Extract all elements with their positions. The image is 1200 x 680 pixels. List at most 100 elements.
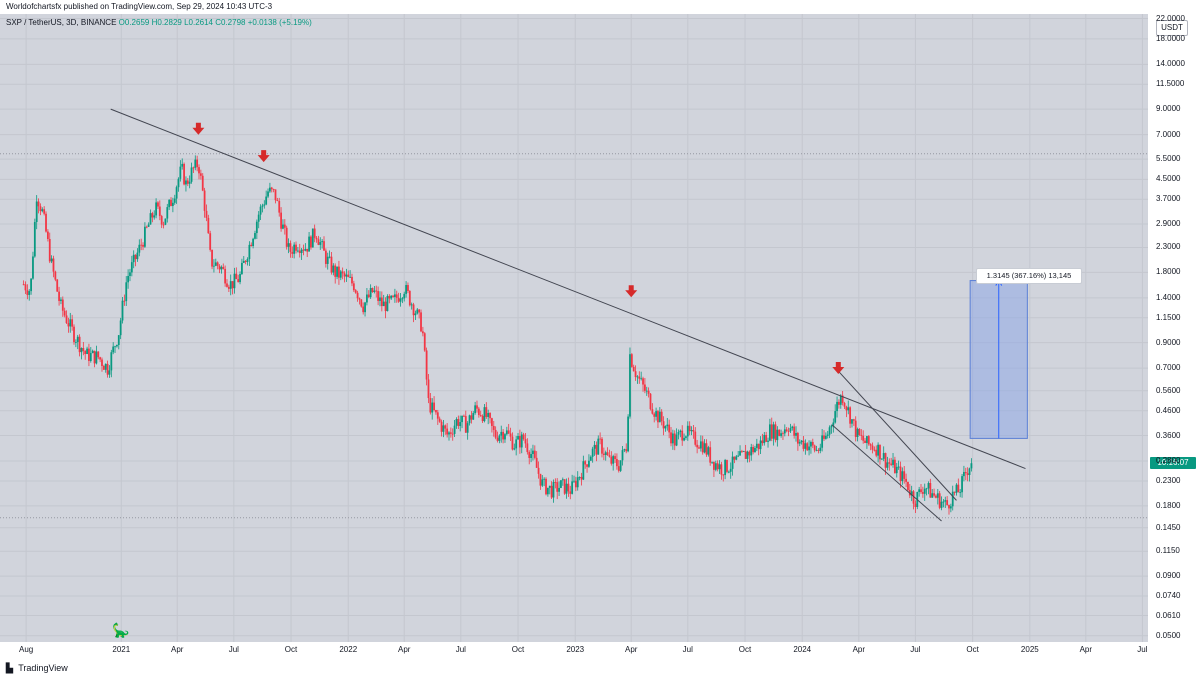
price-chart[interactable] <box>0 14 1148 642</box>
price-tick-label: 0.0740 <box>1156 590 1181 600</box>
candle-body <box>283 224 286 228</box>
price-axis[interactable] <box>1148 14 1200 656</box>
candle-body <box>168 199 171 208</box>
candle-body <box>776 429 779 441</box>
candle-body <box>216 262 219 266</box>
candle-body <box>181 163 184 167</box>
candle-body <box>190 167 193 182</box>
down-arrow-marker <box>832 362 845 375</box>
candle-body <box>824 435 827 439</box>
currency-badge[interactable]: USDT <box>1156 20 1188 36</box>
candle-body <box>929 483 932 498</box>
candle-body <box>679 430 682 433</box>
candle-body <box>821 435 824 448</box>
candle-body <box>668 424 671 433</box>
candle-body <box>567 483 570 492</box>
price-tick-label: 14.0000 <box>1156 59 1185 69</box>
candle-body <box>963 472 965 477</box>
candle-body <box>188 181 191 184</box>
candle-body <box>554 482 557 483</box>
candle-body <box>164 218 167 225</box>
candle-body <box>964 472 967 474</box>
candle-body <box>873 449 876 451</box>
candle-body <box>623 449 626 451</box>
candle-body <box>205 210 208 218</box>
candle-body <box>520 434 523 448</box>
candle-body <box>500 431 503 436</box>
candle-body <box>910 491 913 496</box>
footer-brand: TradingView <box>18 663 68 673</box>
candle-body <box>843 402 846 407</box>
candle-body <box>121 300 124 321</box>
candle-body <box>65 315 68 324</box>
candle-body <box>315 237 318 240</box>
candle-body <box>142 244 144 247</box>
candle-body <box>302 249 305 251</box>
candle-body <box>518 436 521 448</box>
chart-area[interactable] <box>0 14 1148 656</box>
candle-body <box>390 295 393 299</box>
candle-body <box>588 460 590 467</box>
candle-body <box>533 450 536 458</box>
candle-body <box>194 159 197 168</box>
candle-body <box>39 206 42 212</box>
candle-body <box>136 252 139 260</box>
candle-body <box>616 459 618 467</box>
candle-body <box>227 286 230 289</box>
candle-body <box>578 476 581 478</box>
candle-body <box>959 492 962 494</box>
candle-body <box>856 428 859 437</box>
candle-body <box>143 226 146 247</box>
candle-body <box>291 251 294 254</box>
candle-body <box>125 282 128 302</box>
candle-body <box>276 200 279 201</box>
candle-body <box>727 471 730 473</box>
candle-body <box>496 437 499 441</box>
price-tick-label: 0.0900 <box>1156 571 1181 581</box>
candle-body <box>101 359 103 367</box>
candle-body <box>806 443 809 451</box>
candle-body <box>211 249 213 267</box>
candle-body <box>130 262 133 273</box>
candle-body <box>750 446 753 456</box>
candle-body <box>802 440 805 449</box>
time-tick-label: Oct <box>284 645 298 654</box>
time-axis[interactable] <box>0 642 1148 656</box>
candle-body <box>63 310 66 316</box>
candle-body <box>395 294 398 298</box>
candle-body <box>541 479 544 486</box>
candle-body <box>901 471 904 482</box>
candle-body <box>69 319 72 327</box>
candle-body <box>199 173 202 176</box>
candle-body <box>886 462 889 468</box>
time-tick-label: Apr <box>397 645 411 654</box>
candle-body <box>795 432 797 436</box>
candle-body <box>162 224 165 226</box>
candle-body <box>539 473 542 486</box>
time-tick-label: Jul <box>682 645 693 654</box>
publish-header-text: Worldofchartsfx published on TradingView… <box>6 2 273 11</box>
candle-body <box>433 402 435 411</box>
candle-body <box>442 425 445 432</box>
candle-body <box>826 434 829 436</box>
symbol-open: O0.2659 <box>118 18 150 27</box>
symbol-change: +0.0138 (+5.19%) <box>247 18 312 27</box>
trendline-wedge-lower <box>831 424 942 522</box>
candle-body <box>421 331 424 334</box>
candle-body <box>175 187 178 199</box>
candle-body <box>268 187 271 192</box>
candle-body <box>888 462 891 464</box>
candle-body <box>351 276 353 284</box>
candle-body <box>78 336 81 353</box>
candle-body <box>112 346 115 353</box>
candle-body <box>955 484 958 493</box>
time-tick-label: Apr <box>624 645 638 654</box>
candle-body <box>463 415 465 417</box>
candle-body <box>369 288 372 298</box>
candle-body <box>24 284 27 291</box>
candle-body <box>451 433 454 435</box>
candle-body <box>498 435 501 441</box>
candle-body <box>295 244 297 251</box>
candle-body <box>153 215 156 218</box>
symbol-info: SXP / TetherUS, 3D, BINANCE O0.2659 H0.2… <box>6 18 312 27</box>
